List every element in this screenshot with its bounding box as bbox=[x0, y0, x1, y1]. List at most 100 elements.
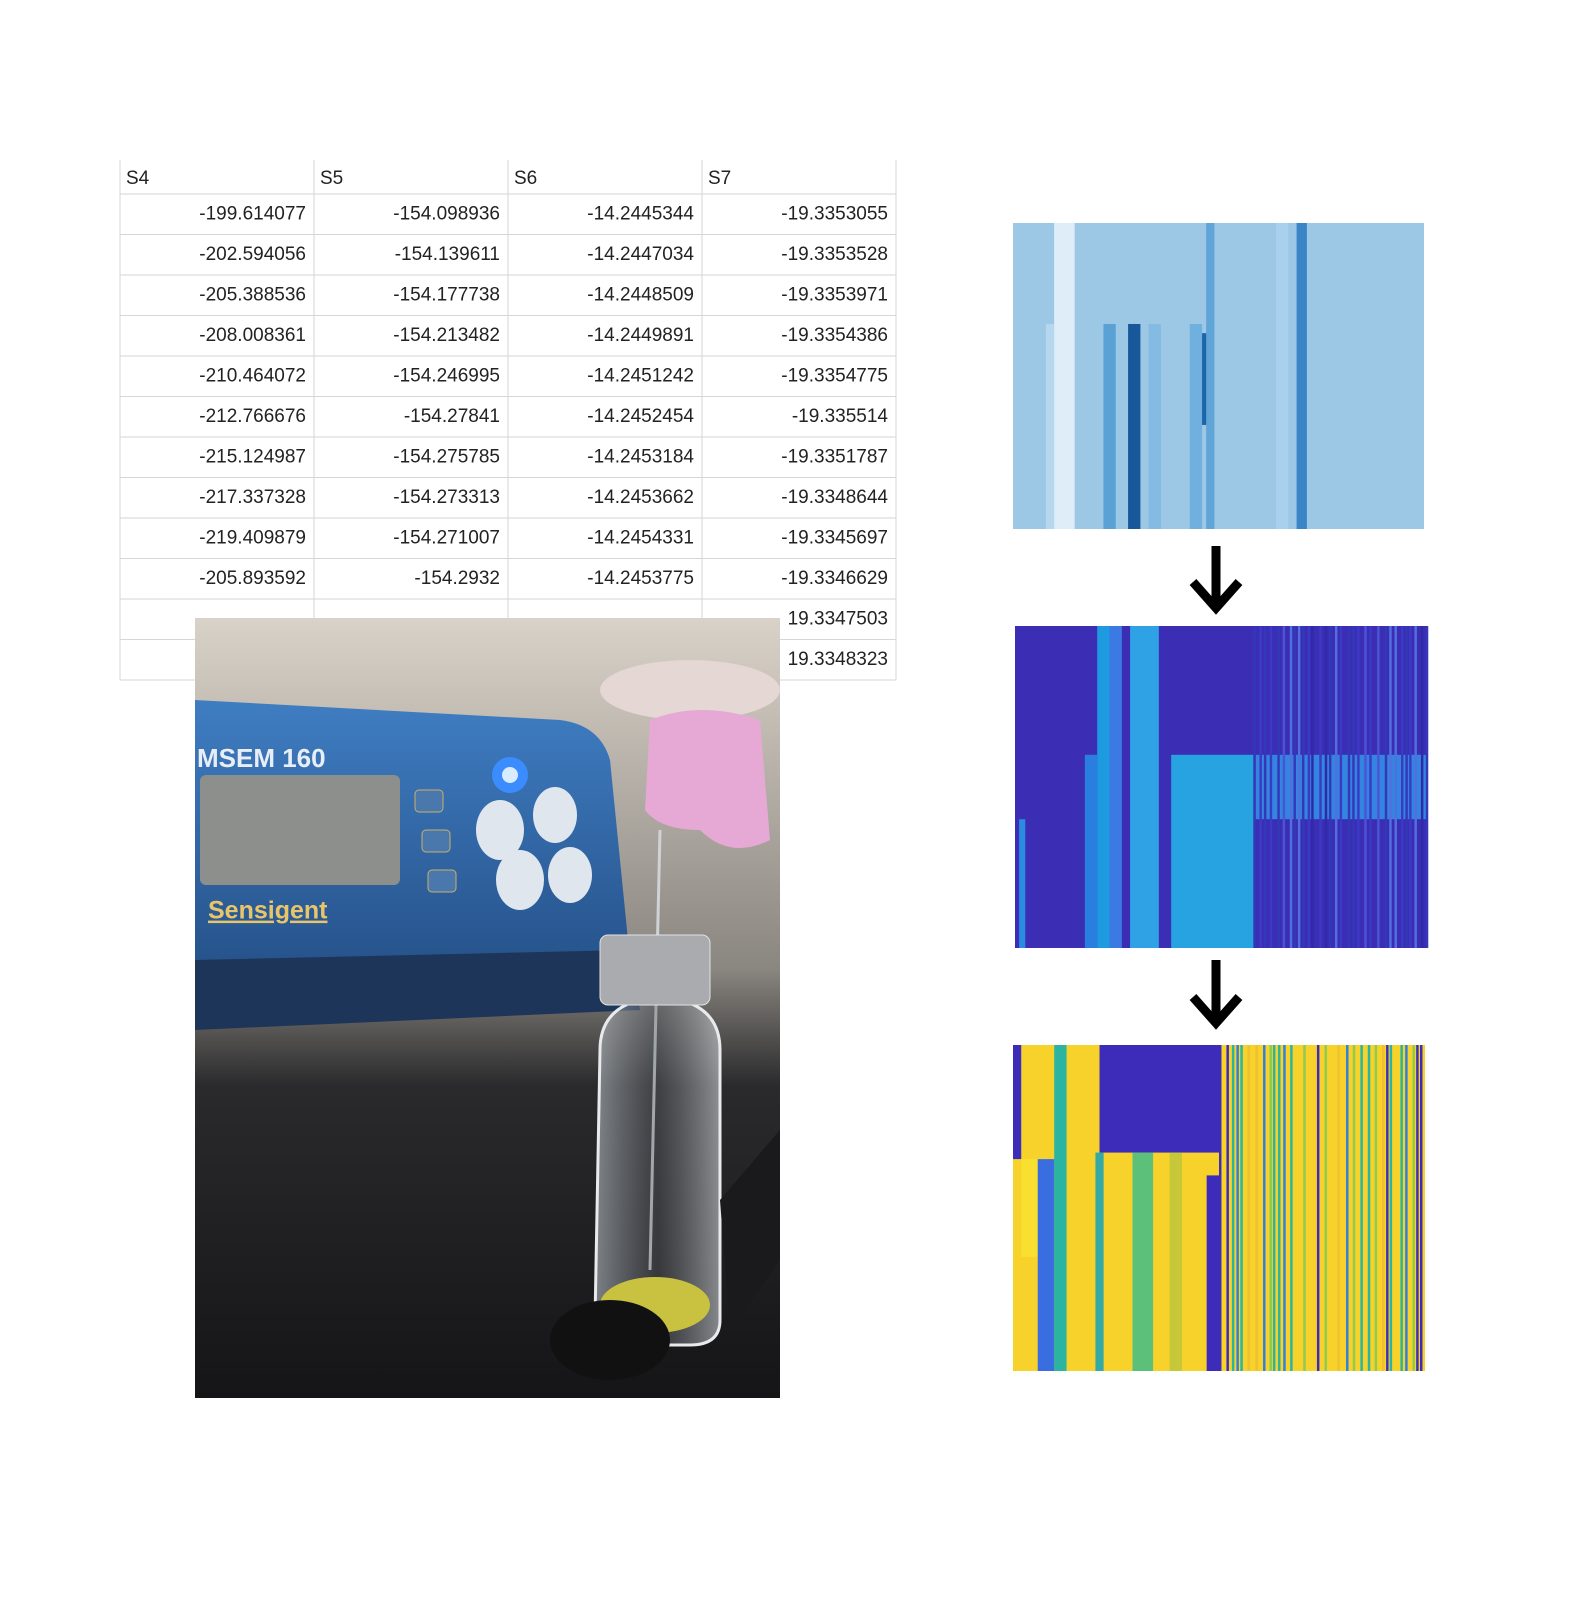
heatmap-stripe bbox=[1301, 626, 1305, 948]
power-light-core bbox=[502, 767, 518, 783]
cell: -14.2453775 bbox=[587, 568, 694, 589]
heatmap-block bbox=[1169, 1152, 1182, 1371]
heatmap-stripe bbox=[1339, 626, 1343, 948]
cell: -154.213482 bbox=[393, 325, 500, 346]
heatmap-block bbox=[1013, 1045, 1022, 1160]
heatmap-stripe bbox=[1352, 626, 1355, 948]
device-display bbox=[200, 775, 400, 885]
heatmap-stripe bbox=[1414, 626, 1417, 948]
cell: -199.614077 bbox=[199, 203, 306, 224]
fitting bbox=[548, 847, 592, 903]
cell: -14.2449891 bbox=[587, 325, 694, 346]
heatmap-background bbox=[1013, 223, 1424, 529]
heatmap-block bbox=[1130, 626, 1159, 948]
button bbox=[414, 789, 444, 813]
heatmap-stripe bbox=[1382, 1045, 1385, 1371]
heatmap-stripe bbox=[1319, 626, 1322, 948]
heatmap-stripe bbox=[1357, 626, 1360, 948]
heatmap-stripe bbox=[1409, 626, 1412, 948]
cell: -19.3354775 bbox=[781, 365, 888, 386]
cell: -19.3348644 bbox=[781, 487, 888, 508]
arrow-head bbox=[1189, 579, 1243, 615]
vial-cap bbox=[599, 934, 711, 1006]
stand-base bbox=[550, 1300, 670, 1380]
heatmap-stripe bbox=[1405, 626, 1408, 948]
heatmap-stripe bbox=[1346, 1045, 1349, 1371]
heatmap-stripe bbox=[1277, 626, 1280, 948]
heatmap-stripe bbox=[1255, 1045, 1258, 1371]
heatmap-stripe bbox=[1405, 1045, 1408, 1371]
heatmap-stripe bbox=[1269, 626, 1273, 948]
cell: -19.3354386 bbox=[781, 325, 888, 346]
heatmap-stripe bbox=[1311, 626, 1314, 948]
cell: -19.3345697 bbox=[781, 527, 888, 548]
heatmap-stripe bbox=[1307, 626, 1311, 948]
heatmap-stripe bbox=[1226, 1045, 1229, 1371]
heatmap-stripe bbox=[1409, 1045, 1412, 1371]
heatmap-block bbox=[1037, 1159, 1055, 1371]
cell: -154.275785 bbox=[393, 446, 500, 467]
cell: -202.594056 bbox=[199, 244, 306, 265]
column-header: S6 bbox=[514, 168, 537, 189]
cell: -208.008361 bbox=[199, 325, 306, 346]
heatmap-block bbox=[1206, 223, 1215, 529]
heatmap-stripe bbox=[1337, 1045, 1340, 1371]
heatmap-stripe bbox=[1360, 1045, 1363, 1371]
cell: -19.3353528 bbox=[781, 244, 888, 265]
cell: -154.271007 bbox=[393, 527, 500, 548]
heatmap-block bbox=[1276, 223, 1289, 529]
heatmap-block bbox=[1054, 1045, 1067, 1371]
cell: 19.3347503 bbox=[788, 608, 888, 629]
heatmap-stripe bbox=[1412, 1045, 1415, 1371]
heatmap-stripe bbox=[1263, 1045, 1266, 1371]
cell: -19.3353055 bbox=[781, 203, 888, 224]
heatmap-stripe bbox=[1374, 1045, 1378, 1371]
cell: -154.098936 bbox=[393, 203, 500, 224]
column-header: S7 bbox=[708, 168, 731, 189]
brand-label: Sensigent bbox=[208, 897, 328, 925]
heatmap-stripe bbox=[1416, 1045, 1419, 1371]
heatmap-stripe bbox=[1247, 1045, 1250, 1371]
heatmap-stripe bbox=[1400, 626, 1404, 948]
heatmap-stripe bbox=[1303, 1045, 1306, 1371]
spreadsheet: S4 S5 S6 S7 -199.614077 -154.098936 -14.244534… bbox=[119, 160, 897, 681]
heatmap-stripe bbox=[1389, 1045, 1393, 1371]
heatmap-stripe bbox=[1316, 1045, 1320, 1371]
heatmap-stripe bbox=[1269, 1045, 1272, 1371]
heatmap-stripe bbox=[1367, 1045, 1371, 1371]
heatmap-stripe bbox=[1328, 626, 1332, 948]
heatmap-stripe bbox=[1308, 1045, 1312, 1371]
fitting bbox=[533, 787, 577, 843]
heatmap-stripe bbox=[1371, 1045, 1374, 1371]
heatmap-stripe bbox=[1289, 626, 1293, 948]
cell: -154.177738 bbox=[393, 284, 500, 305]
heatmaps bbox=[1013, 223, 1429, 1371]
heatmap-stripe bbox=[1384, 626, 1388, 948]
heatmap-block bbox=[1171, 754, 1254, 948]
syringe-filter bbox=[600, 660, 780, 720]
cell: -212.766676 bbox=[199, 406, 306, 427]
cell: -14.2451242 bbox=[587, 365, 694, 386]
heatmap-stripe bbox=[1420, 626, 1424, 948]
cell: -14.2452454 bbox=[587, 406, 694, 427]
heatmap-block bbox=[1054, 223, 1075, 529]
heatmap-stripe bbox=[1386, 1045, 1389, 1371]
heatmap-block bbox=[1128, 323, 1141, 529]
heatmap-stripe bbox=[1394, 626, 1397, 948]
button bbox=[427, 869, 457, 893]
arrow bbox=[1189, 960, 1243, 1030]
heatmap-stripe bbox=[1419, 1045, 1423, 1371]
heatmap-block bbox=[1296, 223, 1307, 529]
heatmap-stripe bbox=[1283, 1045, 1286, 1371]
heatmap-stripe bbox=[1293, 626, 1296, 948]
cell: -19.335514 bbox=[792, 406, 889, 427]
heatmap-block bbox=[1109, 626, 1122, 948]
heatmap-stripe bbox=[1219, 1045, 1222, 1371]
heatmap-stripe bbox=[1263, 626, 1267, 948]
heatmap-stripe bbox=[1297, 626, 1301, 948]
heatmap-stripe bbox=[1341, 1045, 1345, 1371]
cell: -154.139611 bbox=[395, 244, 500, 265]
device-base bbox=[195, 950, 640, 1030]
